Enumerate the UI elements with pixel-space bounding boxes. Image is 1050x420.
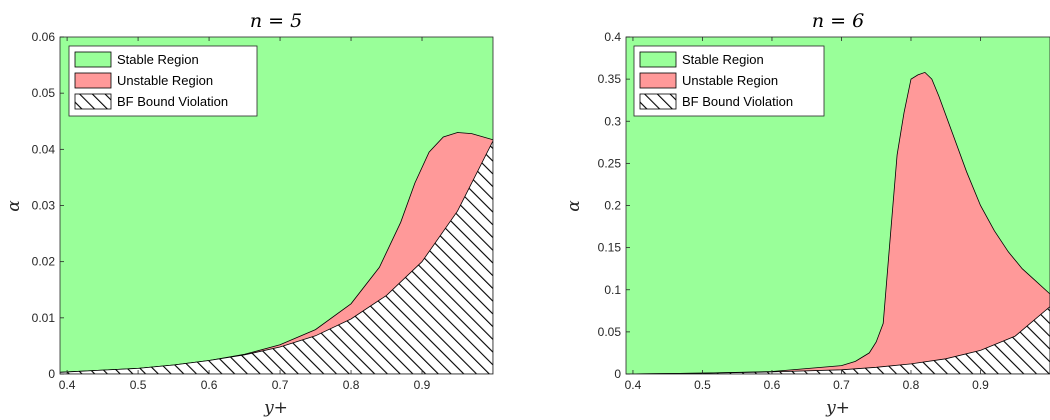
x-axis-ticks: 0.4 0.5 0.6 0.7 0.8 0.9 bbox=[59, 37, 431, 392]
unstable-region bbox=[626, 71, 1050, 374]
legend-swatch-stable bbox=[639, 51, 677, 68]
y-tick-label: 0.05 bbox=[32, 86, 56, 100]
legend: Stable Region Unstable Region BF Bound V… bbox=[633, 45, 825, 117]
x-tick-label: 0.6 bbox=[201, 378, 218, 392]
y-tick-label: 0.05 bbox=[598, 325, 622, 339]
x-axis-ticks: 0.4 0.5 0.6 0.7 0.8 0.9 bbox=[625, 37, 989, 392]
legend-label-unstable: Unstable Region bbox=[117, 73, 213, 88]
y-tick-label: 0.03 bbox=[32, 199, 56, 213]
y-axis-label: α bbox=[564, 200, 584, 212]
y-axis-ticks: 0 0.05 0.1 0.15 0.2 0.25 0.3 0.35 0.4 bbox=[598, 30, 630, 381]
bf-bound-violation-region bbox=[60, 140, 493, 374]
x-tick-label: 0.7 bbox=[833, 378, 850, 392]
x-tick-label: 0.6 bbox=[764, 378, 781, 392]
legend-label-unstable: Unstable Region bbox=[682, 73, 778, 88]
chart-panel-n6: n = 6 0.4 0.5 0.6 0.7 0.8 0.9 0 0.05 0.1 0.15 0.2… bbox=[564, 10, 1050, 418]
x-axis-label: y+ bbox=[263, 398, 288, 418]
y-tick-label: 0.25 bbox=[598, 156, 622, 170]
x-tick-label: 0.4 bbox=[59, 378, 76, 392]
x-tick-label: 0.8 bbox=[343, 378, 360, 392]
y-tick-label: 0 bbox=[48, 367, 55, 381]
y-tick-label: 0.1 bbox=[604, 283, 621, 297]
chart-title: n = 6 bbox=[812, 10, 864, 32]
x-tick-label: 0.9 bbox=[414, 378, 431, 392]
x-tick-label: 0.4 bbox=[625, 378, 642, 392]
y-tick-label: 0.04 bbox=[32, 142, 56, 156]
legend-label-bf: BF Bound Violation bbox=[682, 94, 793, 109]
legend-swatch-unstable bbox=[639, 72, 677, 89]
x-tick-label: 0.7 bbox=[272, 378, 289, 392]
y-tick-label: 0.4 bbox=[604, 30, 621, 44]
legend-swatch-bf bbox=[639, 93, 677, 110]
x-tick-label: 0.8 bbox=[903, 378, 920, 392]
legend-label-stable: Stable Region bbox=[117, 52, 199, 67]
y-tick-label: 0.02 bbox=[32, 255, 56, 269]
y-tick-label: 0.06 bbox=[32, 30, 56, 44]
legend: Stable Region Unstable Region BF Bound V… bbox=[68, 45, 258, 117]
x-axis-label: y+ bbox=[825, 398, 850, 418]
legend-swatch-bf bbox=[74, 93, 112, 110]
chart-title: n = 5 bbox=[250, 10, 302, 32]
x-tick-label: 0.5 bbox=[694, 378, 711, 392]
y-axis-label: α bbox=[4, 200, 24, 212]
y-axis-ticks: 0 0.01 0.02 0.03 0.04 0.05 0.06 bbox=[32, 30, 64, 381]
legend-label-bf: BF Bound Violation bbox=[117, 94, 228, 109]
legend-label-stable: Stable Region bbox=[682, 52, 764, 67]
bf-bound-violation-region bbox=[626, 306, 1050, 374]
y-tick-label: 0.01 bbox=[32, 311, 56, 325]
y-tick-label: 0 bbox=[614, 367, 621, 381]
y-tick-label: 0.15 bbox=[598, 241, 622, 255]
legend-swatch-unstable bbox=[74, 72, 112, 89]
x-tick-label: 0.5 bbox=[130, 378, 147, 392]
y-tick-label: 0.2 bbox=[604, 199, 621, 213]
y-tick-label: 0.3 bbox=[604, 114, 621, 128]
y-tick-label: 0.35 bbox=[598, 72, 622, 86]
legend-swatch-stable bbox=[74, 51, 112, 68]
x-tick-label: 0.9 bbox=[972, 378, 989, 392]
chart-panel-n5: n = 5 0.4 0.5 0.6 0.7 0.8 0.9 00.010.020.030.… bbox=[4, 10, 494, 418]
